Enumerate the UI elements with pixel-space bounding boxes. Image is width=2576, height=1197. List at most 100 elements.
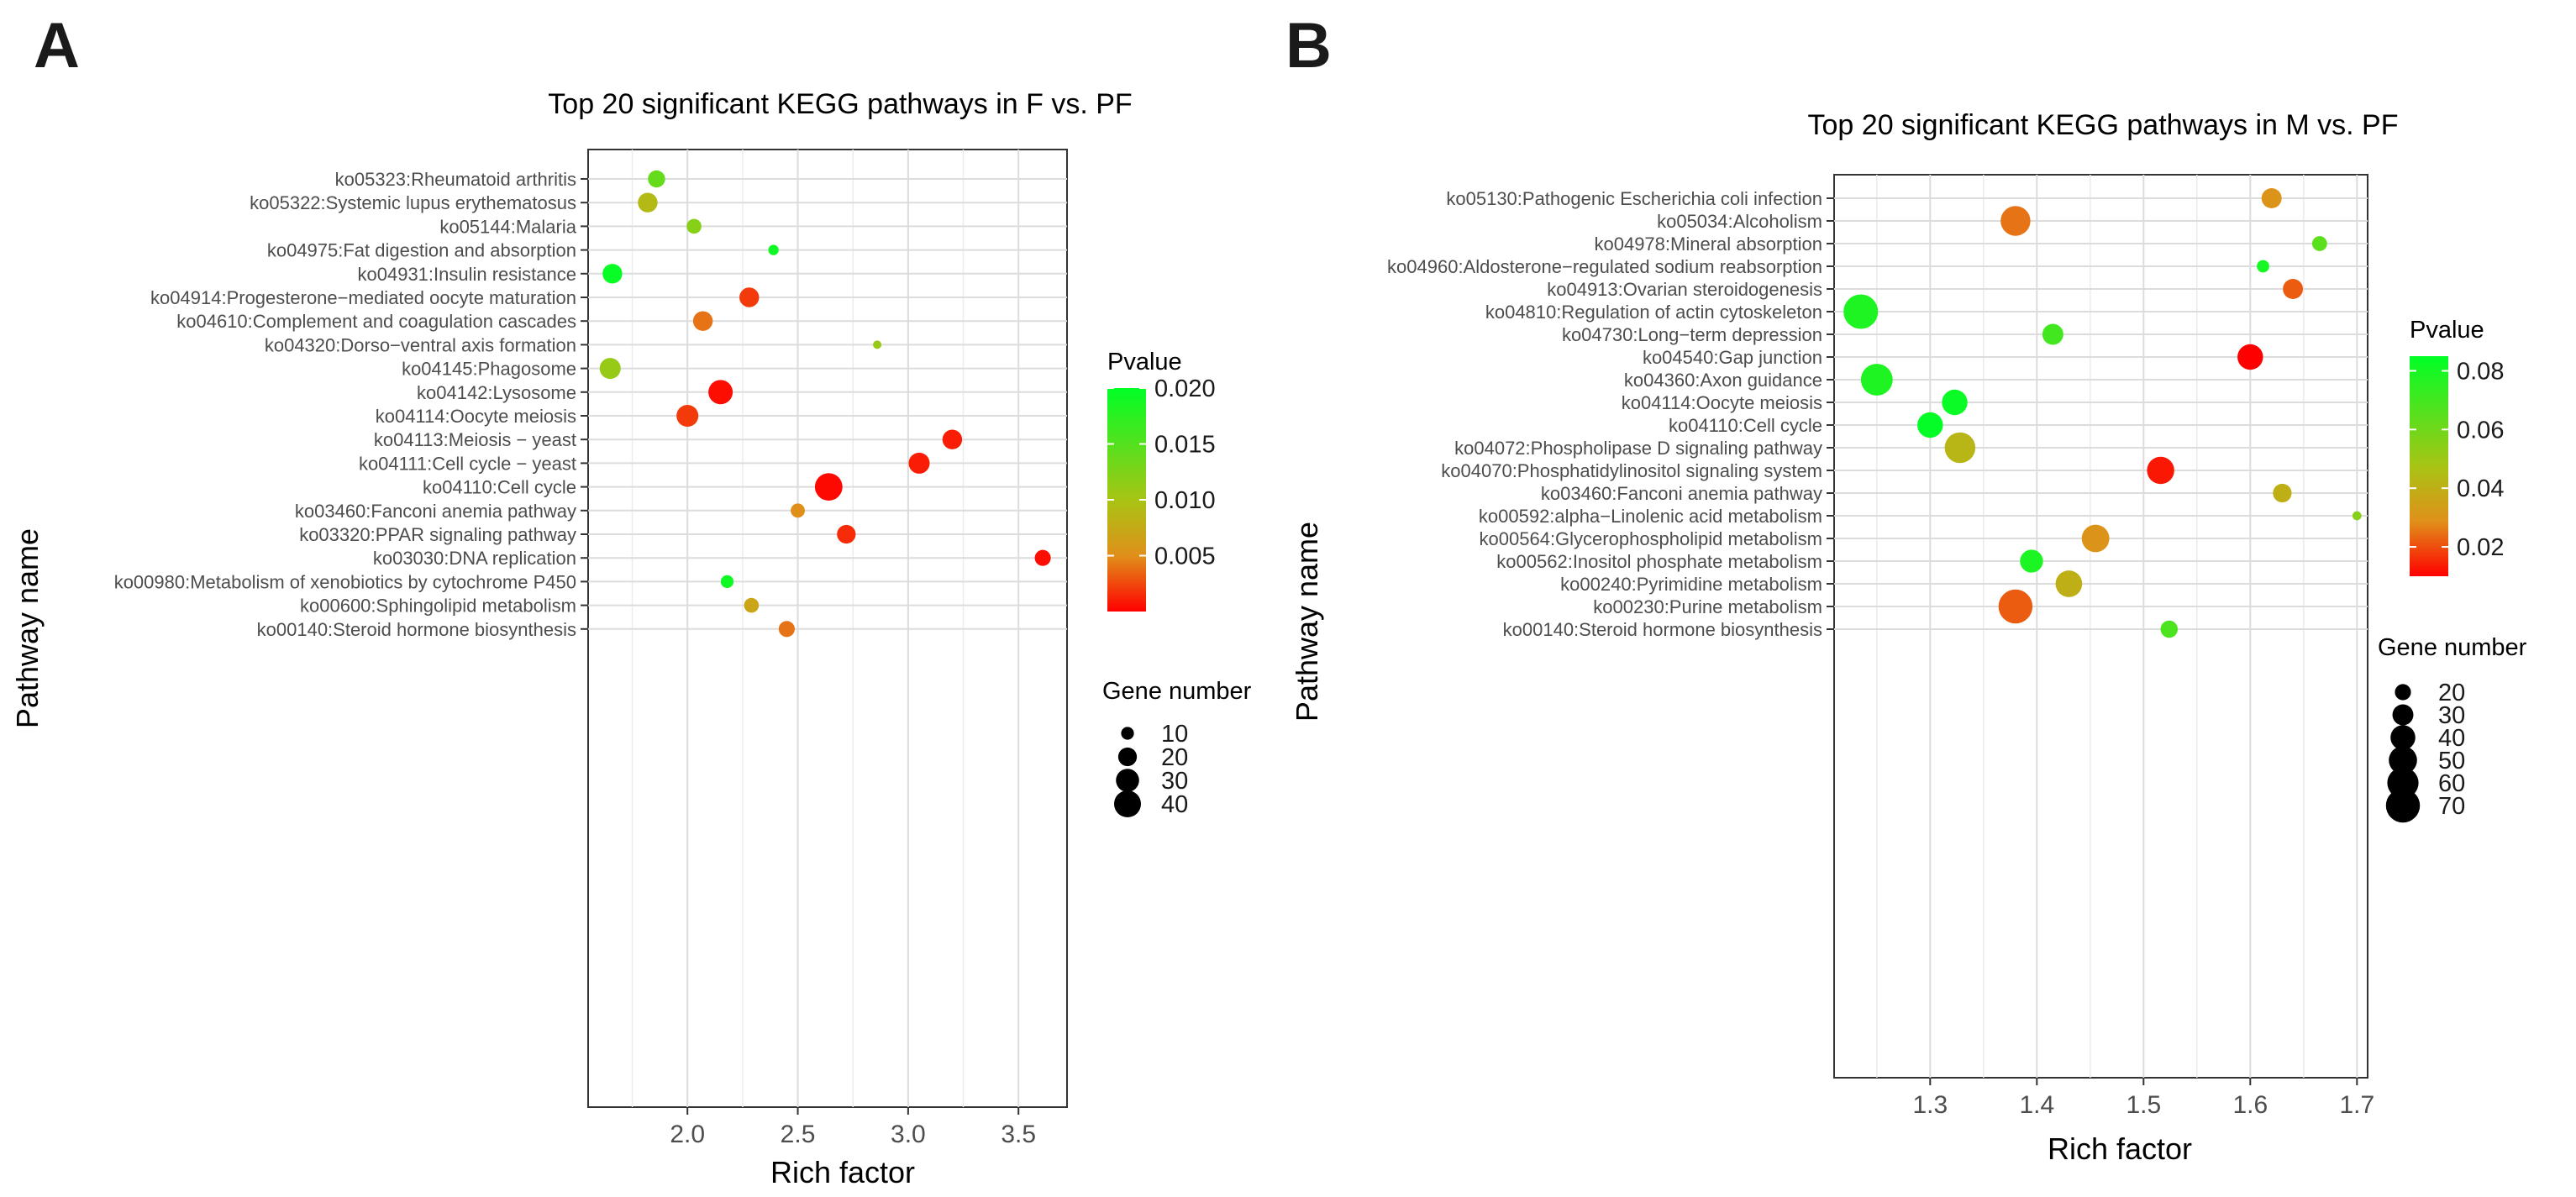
size-legend-circle — [1121, 727, 1134, 740]
panel-a-title: Top 20 significant KEGG pathways in F vs… — [548, 88, 1132, 120]
data-point: ko04730:Long-term depression — [2042, 323, 2063, 345]
size-legend-label: 60 — [2438, 770, 2465, 797]
y-tick-label: ko00592:alpha−Linolenic acid metabolism — [1479, 506, 1822, 527]
size-legend-label: 30 — [1161, 768, 1188, 795]
x-tick-label: 1.5 — [2126, 1091, 2161, 1119]
y-tick-label: ko04111:Cell cycle − yeast — [359, 453, 576, 474]
data-point: ko04960:Aldosterone-regulated sodium rea… — [2257, 260, 2269, 273]
size-legend-label: 70 — [2438, 793, 2465, 820]
x-tick-label: 3.5 — [1001, 1121, 1036, 1148]
data-point: ko04810:Regulation of actin cytoskeleton — [1843, 294, 1879, 329]
y-tick-label: ko03320:PPAR signaling pathway — [299, 524, 576, 545]
y-tick-label: ko00240:Pyrimidine metabolism — [1560, 574, 1822, 595]
y-tick-label: ko05323:Rheumatoid arthritis — [335, 169, 576, 190]
panel-b-pvalue-legend-title: Pvalue — [2410, 317, 2484, 344]
panel-a-x-tick-labels: 2.0 2.5 3.0 3.5 — [670, 1107, 1036, 1148]
data-point: ko00230:Purine metabolism — [1998, 589, 2033, 624]
y-tick-label: ko04320:Dorso−ventral axis formation — [265, 334, 576, 355]
data-point: ko04142:Lysosome — [708, 380, 733, 405]
panel-b-plot-area — [1833, 174, 2368, 1079]
panel-b-label: B — [1285, 10, 1332, 81]
panel-a-pvalue-ticks: 0.020 0.015 0.010 0.005 — [1107, 375, 1216, 570]
y-tick-label: ko04110:Cell cycle — [1669, 415, 1822, 436]
panel-a-pvalue-legend-title: Pvalue — [1107, 349, 1182, 375]
x-tick-label: 1.6 — [2232, 1091, 2268, 1119]
data-point: ko00240:Pyrimidine metabolism — [2055, 570, 2083, 597]
y-tick-label: ko00140:Steroid hormone biosynthesis — [257, 619, 576, 640]
panel-a-size-legend-title: Gene number — [1102, 678, 1252, 705]
data-point: ko00140:Steroid hormone biosynthesis — [2160, 620, 2179, 638]
y-tick-label: ko04114:Oocyte meiosis — [376, 406, 576, 427]
size-legend-circle — [2395, 684, 2411, 701]
colorbar-tick-label: 0.010 — [1154, 487, 1216, 514]
y-tick-label: ko04070:Phosphatidylinositol signaling s… — [1441, 460, 1822, 481]
y-tick-label: ko05322:Systemic lupus erythematosus — [250, 192, 576, 213]
y-tick-label: ko04142:Lysosome — [417, 382, 576, 403]
x-tick-label: 1.7 — [2339, 1091, 2374, 1119]
y-tick-label: ko00980:Metabolism of xenobiotics by cyt… — [114, 571, 576, 592]
data-point: ko04111:Cell cycle - yeast — [908, 452, 930, 474]
y-tick-label: ko04360:Axon guidance — [1624, 370, 1822, 391]
y-tick-label: ko04931:Insulin resistance — [358, 264, 577, 285]
panel-a-label: A — [34, 10, 80, 81]
size-legend-label: 40 — [1161, 791, 1188, 818]
y-tick-label: ko04110:Cell cycle — [423, 477, 576, 498]
colorbar-tick-label: 0.04 — [2457, 475, 2504, 502]
panel-b-y-tick-labels: ko05130:Pathogenic Escherichia coli infe… — [1387, 188, 1834, 640]
size-legend-circle — [2390, 725, 2416, 750]
data-point: ko04914:Progesterone-mediated oocyte mat… — [739, 287, 760, 307]
y-tick-label: ko04072:Phospholipase D signaling pathwa… — [1454, 438, 1822, 459]
colorbar-tick-label: 0.020 — [1154, 375, 1216, 402]
y-tick-label: ko00564:Glycerophospholipid metabolism — [1480, 528, 1822, 549]
y-tick-label: ko04960:Aldosterone−regulated sodium rea… — [1387, 256, 1822, 277]
size-legend-label: 40 — [2438, 725, 2465, 752]
y-tick-label: ko04913:Ovarian steroidogenesis — [1547, 279, 1822, 300]
y-tick-label: ko03460:Fanconi anemia pathway — [295, 501, 576, 522]
data-point: ko00600:Sphingolipid metabolism — [744, 597, 760, 613]
data-point: ko04913:Ovarian steroidogenesis — [2283, 279, 2304, 299]
panel-b-pvalue-colorbar — [2410, 356, 2448, 576]
panel-a-y-axis-title: Pathway name — [10, 528, 45, 728]
y-tick-label: ko04113:Meiosis − yeast — [374, 429, 576, 450]
x-tick-label: 3.0 — [891, 1121, 926, 1148]
panel-b-y-axis-title: Pathway name — [1290, 522, 1324, 722]
data-point: ko03320:PPAR signaling pathway — [837, 524, 856, 544]
y-tick-label: ko04978:Mineral absorption — [1594, 234, 1822, 255]
y-tick-label: ko05034:Alcoholism — [1657, 211, 1822, 232]
data-point: ko03030:DNA replication — [1034, 549, 1051, 566]
size-legend-circle — [2392, 704, 2414, 726]
panel-a-points: ko05323:Rheumatoid arthritis ko05322:Syst… — [599, 170, 1051, 638]
y-tick-label: ko03030:DNA replication — [373, 548, 576, 569]
panel-b: B Top 20 significant KEGG pathways in M … — [1285, 10, 2527, 1166]
size-legend-label: 20 — [1161, 744, 1188, 771]
x-tick-label: 2.0 — [670, 1121, 705, 1148]
colorbar-tick-label: 0.08 — [2457, 358, 2504, 385]
panel-a-x-axis-title: Rich factor — [770, 1155, 915, 1189]
panel-b-size-legend-title: Gene number — [2378, 634, 2527, 661]
y-tick-label: ko03460:Fanconi anemia pathway — [1541, 483, 1822, 504]
panel-a-y-tick-labels: ko05323:Rheumatoid arthritisko05322:Syst… — [114, 169, 588, 640]
colorbar-tick-label: 0.005 — [1154, 543, 1216, 570]
data-point: ko00980:Metabolism of xenobiotics by cyt… — [720, 575, 734, 589]
data-point: ko04072:Phospholipase D signaling pathwa… — [1944, 432, 1976, 464]
size-legend-label: 20 — [2438, 680, 2465, 706]
size-legend-label: 50 — [2438, 748, 2465, 774]
y-tick-label: ko04810:Regulation of actin cytoskeleton — [1485, 302, 1822, 323]
data-point: ko04070:Phosphatidylinositol signaling s… — [2147, 456, 2174, 485]
size-legend-circle — [1114, 790, 1141, 817]
panel-b-points: ko05130:Pathogenic Escherichia coli infe… — [1843, 188, 2362, 638]
y-tick-label: ko00562:Inositol phosphate metabolism — [1496, 551, 1822, 572]
panel-b-title: Top 20 significant KEGG pathways in M vs… — [1808, 109, 2399, 141]
panel-b-x-axis-title: Rich factor — [2048, 1131, 2192, 1166]
data-point: ko00562:Inositol phosphate metabolism — [2020, 549, 2043, 573]
y-tick-label: ko00140:Steroid hormone biosynthesis — [1503, 619, 1822, 640]
x-tick-label: 1.4 — [2019, 1091, 2054, 1119]
size-legend-circle — [1116, 769, 1139, 792]
y-tick-label: ko04145:Phagosome — [402, 359, 576, 380]
panel-b-x-tick-labels: 1.3 1.4 1.5 1.6 1.7 — [1912, 1078, 2374, 1119]
data-point: ko04114:Oocyte meiosis — [1942, 389, 1968, 416]
y-tick-label: ko00600:Sphingolipid metabolism — [300, 596, 576, 617]
data-point: ko04931:Insulin resistance — [602, 264, 623, 284]
